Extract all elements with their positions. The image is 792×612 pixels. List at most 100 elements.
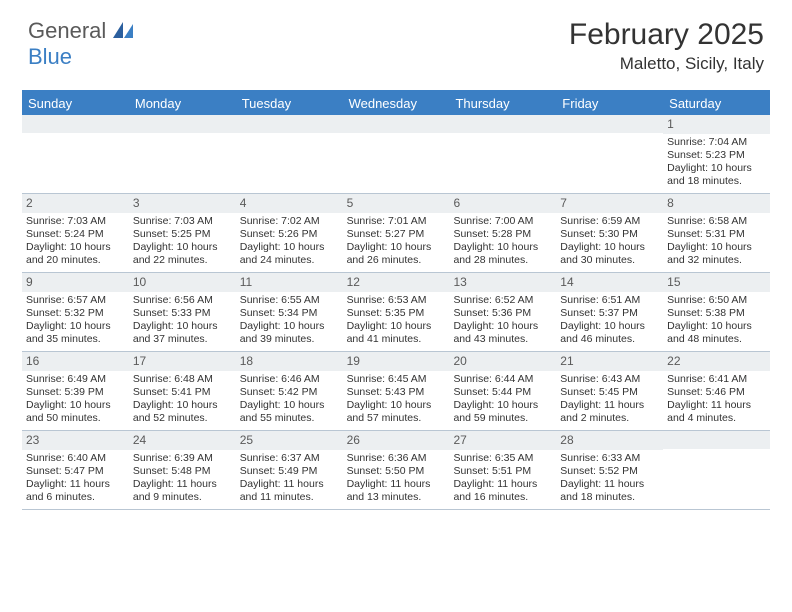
day-number: 7 [556,194,663,213]
day-body: Sunrise: 6:40 AMSunset: 5:47 PMDaylight:… [22,452,129,509]
location-label: Maletto, Sicily, Italy [569,54,764,74]
day-number: 3 [129,194,236,213]
day-cell: 22 Sunrise: 6:41 AMSunset: 5:46 PMDayligh… [663,352,770,430]
week-row: 9Sunrise: 6:57 AMSunset: 5:32 PMDaylight… [22,273,770,352]
day-info-line: Sunrise: 6:55 AM [240,294,339,307]
day-info-line: Sunset: 5:43 PM [347,386,446,399]
day-number: 16 [22,352,129,371]
day-cell: 5Sunrise: 7:01 AMSunset: 5:27 PMDaylight… [343,194,450,272]
day-number: 17 [129,352,236,371]
day-info-line: Sunrise: 6:36 AM [347,452,446,465]
day-info-line: Sunrise: 6:46 AM [240,373,339,386]
calendar: Sunday Monday Tuesday Wednesday Thursday… [22,90,770,510]
day-info-line: and 2 minutes. [560,412,659,425]
day-body: Sunrise: 6:50 AMSunset: 5:38 PMDaylight:… [663,294,770,351]
day-number: 13 [449,273,556,292]
day-number [22,115,129,133]
day-number: 27 [449,431,556,450]
page-header: General Blue February 2025 Maletto, Sici… [0,0,792,82]
day-cell: 3Sunrise: 7:03 AMSunset: 5:25 PMDaylight… [129,194,236,272]
day-cell: 9Sunrise: 6:57 AMSunset: 5:32 PMDaylight… [22,273,129,351]
day-info-line: Sunset: 5:27 PM [347,228,446,241]
day-info-line: and 30 minutes. [560,254,659,267]
day-body: Sunrise: 6:52 AMSunset: 5:36 PMDaylight:… [449,294,556,351]
day-info-line: Sunset: 5:52 PM [560,465,659,478]
day-info-line: Sunset: 5:47 PM [26,465,125,478]
day-cell: 27Sunrise: 6:35 AMSunset: 5:51 PMDayligh… [449,431,556,509]
day-info-line: Daylight: 11 hours [453,478,552,491]
day-cell [236,115,343,193]
day-cell: 6Sunrise: 7:00 AMSunset: 5:28 PMDaylight… [449,194,556,272]
day-info-line: and 35 minutes. [26,333,125,346]
day-info-line: Daylight: 10 hours [133,399,232,412]
day-info-line: and 26 minutes. [347,254,446,267]
day-number: 6 [449,194,556,213]
day-info-line: Sunset: 5:26 PM [240,228,339,241]
day-body: Sunrise: 7:01 AMSunset: 5:27 PMDaylight:… [343,215,450,272]
day-cell: 11Sunrise: 6:55 AMSunset: 5:34 PMDayligh… [236,273,343,351]
day-info-line: Daylight: 10 hours [347,320,446,333]
day-info-line: Sunrise: 6:53 AM [347,294,446,307]
day-info-line: and 57 minutes. [347,412,446,425]
day-info-line: and 55 minutes. [240,412,339,425]
logo-sail-icon [113,22,133,43]
weekday-header: Monday [129,92,236,115]
day-number: 8 [663,194,770,213]
day-body: Sunrise: 6:44 AMSunset: 5:44 PMDaylight:… [449,373,556,430]
day-cell: 14Sunrise: 6:51 AMSunset: 5:37 PMDayligh… [556,273,663,351]
day-number: 9 [22,273,129,292]
day-body: Sunrise: 6:48 AMSunset: 5:41 PMDaylight:… [129,373,236,430]
day-number: 19 [343,352,450,371]
day-body: Sunrise: 6:37 AMSunset: 5:49 PMDaylight:… [236,452,343,509]
day-info-line: Sunrise: 6:59 AM [560,215,659,228]
day-info-line: Daylight: 10 hours [240,320,339,333]
day-info-line: Sunrise: 6:44 AM [453,373,552,386]
weekday-header: Sunday [22,92,129,115]
day-info-line: and 41 minutes. [347,333,446,346]
day-number [556,115,663,133]
day-body: Sunrise: 6:41 AMSunset: 5:46 PMDaylight:… [663,373,770,430]
day-info-line: Daylight: 10 hours [667,162,766,175]
day-body: Sunrise: 6:58 AMSunset: 5:31 PMDaylight:… [663,215,770,272]
day-info-line: Sunset: 5:46 PM [667,386,766,399]
week-row: 1Sunrise: 7:04 AMSunset: 5:23 PMDaylight… [22,115,770,194]
day-info-line: Daylight: 10 hours [26,241,125,254]
week-row: 16Sunrise: 6:49 AMSunset: 5:39 PMDayligh… [22,352,770,431]
weekday-header: Wednesday [343,92,450,115]
day-info-line: and 18 minutes. [560,491,659,504]
day-info-line: Sunrise: 6:40 AM [26,452,125,465]
day-info-line: and 4 minutes. [667,412,766,425]
day-number: 26 [343,431,450,450]
day-info-line: Sunrise: 7:01 AM [347,215,446,228]
day-info-line: Sunrise: 6:33 AM [560,452,659,465]
weekday-header: Friday [556,92,663,115]
day-info-line: Sunrise: 6:41 AM [667,373,766,386]
day-info-line: Daylight: 11 hours [560,399,659,412]
day-body [236,135,343,139]
day-info-line: Daylight: 10 hours [453,399,552,412]
day-body: Sunrise: 6:51 AMSunset: 5:37 PMDaylight:… [556,294,663,351]
day-info-line: and 20 minutes. [26,254,125,267]
day-body: Sunrise: 6:46 AMSunset: 5:42 PMDaylight:… [236,373,343,430]
day-info-line: Sunrise: 7:00 AM [453,215,552,228]
day-info-line: Daylight: 10 hours [26,320,125,333]
day-info-line: Sunrise: 6:50 AM [667,294,766,307]
day-info-line: Sunset: 5:45 PM [560,386,659,399]
day-info-line: and 22 minutes. [133,254,232,267]
day-cell: 26Sunrise: 6:36 AMSunset: 5:50 PMDayligh… [343,431,450,509]
day-info-line: Daylight: 10 hours [667,241,766,254]
day-info-line: Daylight: 10 hours [133,320,232,333]
day-info-line: Sunset: 5:51 PM [453,465,552,478]
day-info-line: Sunset: 5:34 PM [240,307,339,320]
day-body [22,135,129,139]
day-cell: 17 Sunrise: 6:48 AMSunset: 5:41 PMDayligh… [129,352,236,430]
weekday-header: Saturday [663,92,770,115]
day-info-line: Daylight: 10 hours [240,399,339,412]
day-number: 1 [663,115,770,134]
day-body [129,135,236,139]
day-number: 22 [663,352,770,371]
day-cell [343,115,450,193]
day-cell: 23Sunrise: 6:40 AMSunset: 5:47 PMDayligh… [22,431,129,509]
day-cell [449,115,556,193]
day-cell: 19Sunrise: 6:45 AMSunset: 5:43 PMDayligh… [343,352,450,430]
